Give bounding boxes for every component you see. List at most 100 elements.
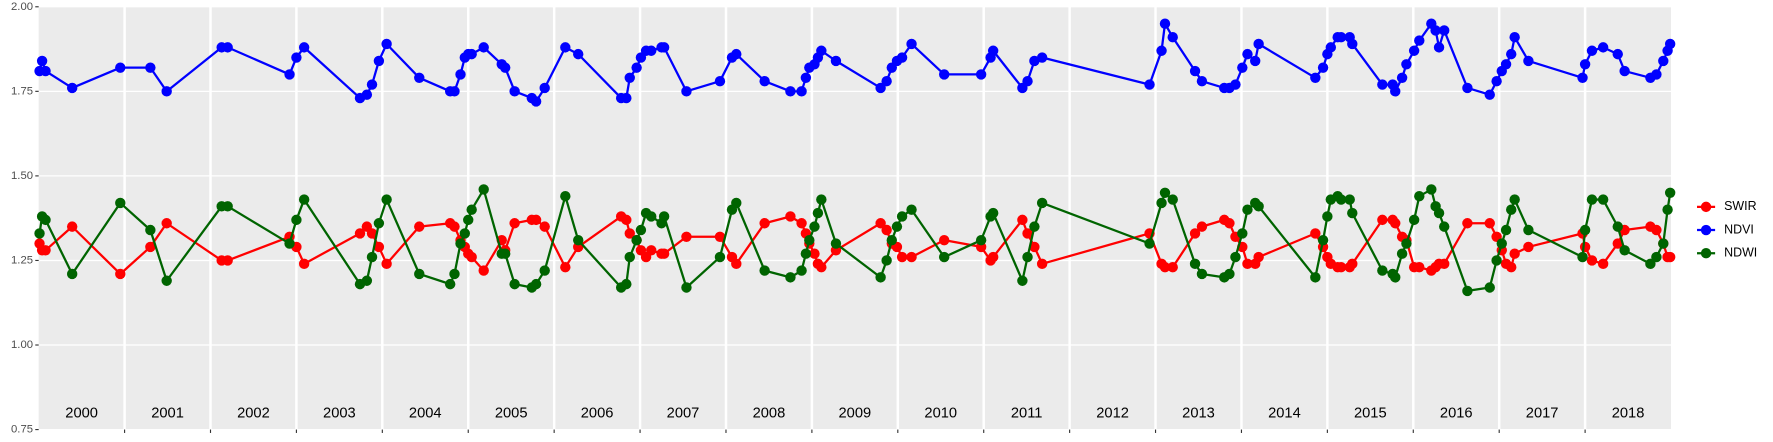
data-point (714, 75, 726, 87)
data-point (896, 251, 908, 263)
data-point (896, 211, 908, 222)
data-point (1029, 221, 1040, 232)
data-point (881, 75, 892, 87)
data-point (1506, 204, 1517, 215)
data-point (1159, 18, 1171, 29)
data-point (1401, 59, 1412, 70)
data-point (635, 224, 647, 236)
data-point (40, 214, 51, 226)
data-point (499, 62, 511, 73)
y-tick-label: 2.00 (11, 1, 33, 13)
data-point (1484, 89, 1495, 100)
data-point (1253, 251, 1264, 263)
data-point (145, 62, 156, 73)
data-point (1509, 32, 1520, 43)
data-point (1619, 245, 1630, 256)
data-point (1579, 241, 1591, 253)
year-label: 2014 (1268, 406, 1301, 422)
data-point (1586, 45, 1598, 56)
data-point (1377, 79, 1388, 90)
data-point (1036, 52, 1048, 63)
data-point (731, 48, 742, 60)
data-point (796, 218, 807, 229)
data-point (1651, 251, 1662, 263)
year-label: 2002 (237, 406, 270, 422)
data-point (115, 197, 126, 209)
year-label: 2007 (667, 406, 700, 422)
data-point (291, 214, 302, 226)
data-point (478, 184, 489, 195)
data-point (731, 197, 742, 209)
data-point (796, 86, 807, 97)
data-point (875, 218, 886, 229)
data-point (560, 190, 571, 202)
data-point (354, 228, 366, 239)
data-point (1022, 228, 1033, 239)
data-point (1224, 268, 1235, 280)
data-point (366, 79, 378, 90)
data-point (631, 62, 642, 73)
data-point (1523, 55, 1534, 67)
data-point (646, 45, 657, 56)
data-point (1156, 45, 1167, 56)
y-tick-label: 1.00 (11, 339, 33, 351)
data-point (1189, 65, 1201, 77)
data-point (1506, 262, 1517, 273)
data-point (478, 265, 489, 276)
data-point (1253, 201, 1264, 212)
data-point (621, 92, 632, 104)
data-point (906, 204, 917, 215)
data-point (1579, 224, 1591, 236)
data-point (1500, 224, 1512, 236)
data-point (161, 275, 172, 286)
year-label: 2018 (1612, 406, 1645, 422)
data-point (875, 82, 886, 94)
data-point (1325, 42, 1337, 53)
data-point (499, 248, 511, 259)
year-label: 2016 (1440, 406, 1473, 422)
year-label: 2010 (924, 406, 957, 422)
data-point (809, 221, 820, 232)
data-point (987, 207, 999, 219)
year-label: 2013 (1182, 406, 1215, 422)
data-point (1662, 204, 1673, 215)
data-point (573, 234, 584, 246)
data-point (804, 234, 815, 246)
data-point (1396, 72, 1408, 84)
data-point (1664, 38, 1676, 50)
year-label: 2012 (1096, 406, 1129, 422)
data-point (1017, 214, 1028, 226)
data-point (938, 234, 950, 246)
data-point (449, 86, 460, 97)
data-point (1658, 55, 1669, 67)
data-point (298, 42, 310, 53)
data-point (222, 42, 233, 53)
data-point (1156, 197, 1167, 209)
data-point (800, 72, 812, 84)
data-point (284, 238, 295, 249)
data-point (1462, 285, 1473, 297)
data-point (1414, 190, 1425, 202)
series (34, 184, 1676, 297)
data-point (714, 251, 726, 263)
data-point (1390, 86, 1401, 97)
data-point (66, 268, 78, 280)
data-point (681, 282, 692, 293)
data-point (373, 241, 385, 253)
data-point (381, 258, 392, 270)
data-point (1224, 218, 1235, 229)
data-point (1242, 48, 1253, 60)
year-label: 2004 (409, 406, 442, 422)
data-point (1612, 238, 1623, 249)
data-point (466, 251, 477, 263)
data-point (530, 278, 542, 290)
data-point (1439, 258, 1450, 270)
data-point (646, 211, 657, 222)
data-point (1484, 218, 1495, 229)
panel-background (38, 6, 1672, 430)
year-label: 2005 (495, 406, 528, 422)
data-point (414, 221, 425, 232)
y-tick-label: 1.75 (11, 85, 33, 97)
data-point (714, 231, 726, 242)
